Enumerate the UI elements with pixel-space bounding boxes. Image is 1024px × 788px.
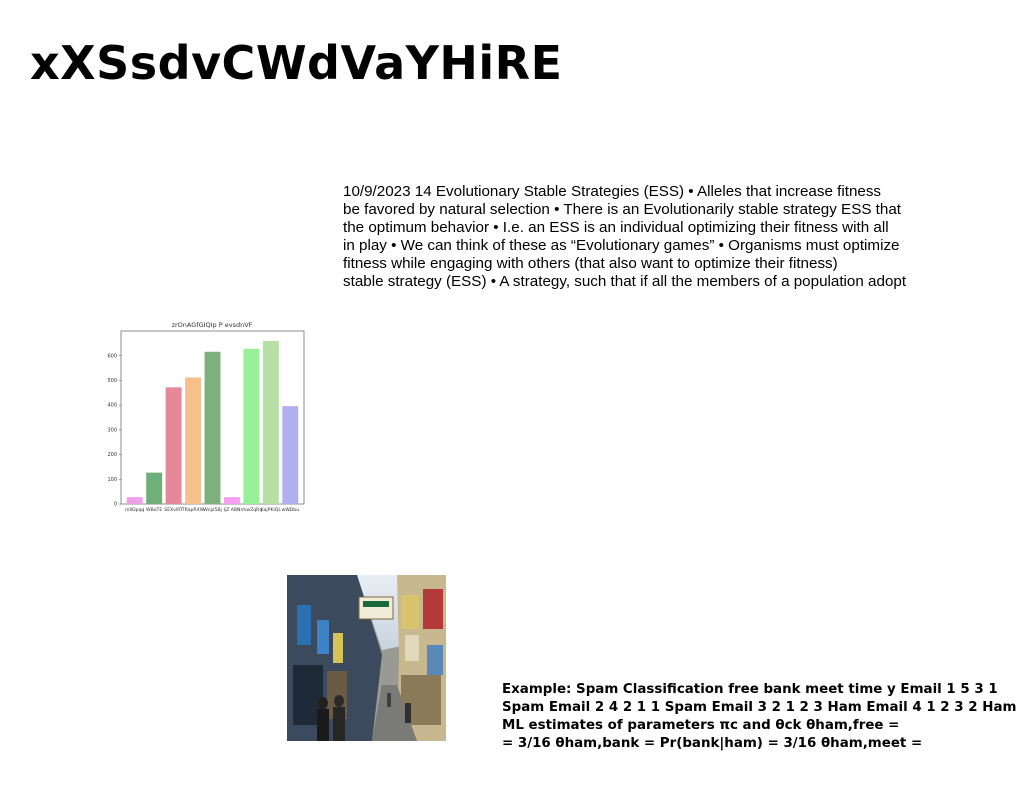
y-tick-label: 500: [107, 378, 117, 384]
spam-example-paragraph: Example: Spam Classification free bank m…: [502, 681, 1022, 753]
y-tick-label: 100: [107, 477, 117, 483]
ess-line: fitness while engaging with others (that…: [343, 255, 838, 272]
ess-line: 10/9/2023 14 Evolutionary Stable Strateg…: [343, 183, 882, 200]
y-tick-label: 0: [114, 502, 117, 508]
spam-line: Spam Email 2 4 2 1 1 Spam Email 3 2 1 2 …: [502, 700, 1017, 715]
x-tick-label: WBoTE: [146, 507, 162, 513]
x-tick-label: SEXvlRT: [164, 507, 183, 513]
ess-line: the optimum behavior • I.e. an ESS is an…: [343, 219, 889, 236]
y-tick-label: 400: [107, 403, 117, 409]
ess-line: in play • We can think of these as “Evol…: [343, 237, 900, 254]
spam-line: ML estimates of parameters πc and θck θh…: [502, 718, 900, 733]
x-tick-label: mIlDpqq: [125, 507, 144, 513]
ess-paragraph: 10/9/2023 14 Evolutionary Stable Strateg…: [343, 183, 943, 291]
bar: [146, 472, 163, 504]
ess-line: be favored by natural selection • There …: [343, 201, 901, 218]
bar: [165, 387, 182, 504]
y-tick-label: 300: [107, 427, 117, 433]
slide-title: xXSsdvCWdVaYHiRE: [30, 36, 563, 90]
bar: [282, 406, 299, 504]
x-tick-label: Wnjz5Bj: [203, 507, 222, 513]
x-tick-label: TRapRXW: [181, 507, 205, 513]
bar: [262, 340, 279, 504]
x-tick-label: nhwZqRq: [241, 507, 263, 513]
bar: [243, 348, 260, 504]
bar: [204, 351, 221, 504]
ess-line: stable strategy (ESS) • A strategy, such…: [343, 273, 907, 290]
bar: [126, 497, 143, 504]
x-tick-label: KajPKiQL: [261, 507, 282, 513]
y-tick-label: 600: [107, 353, 117, 359]
spam-line: = 3/16 θham,bank = Pr(bank|ham) = 3/16 θ…: [502, 736, 923, 751]
x-tick-label: IjZ ABN: [223, 507, 240, 513]
y-tick-label: 200: [107, 452, 117, 458]
street-photo: [287, 575, 446, 741]
bar-chart: zrOnAGfGIQIp P evsdnVF 0 100 200 300 400 500 6…: [107, 321, 305, 513]
bar: [185, 377, 202, 504]
spam-line: Example: Spam Classification free bank m…: [502, 682, 998, 697]
chart-title: zrOnAGfGIQIp P evsdnVF: [172, 321, 253, 329]
chart-marks: 0 100 200 300 400 500 600 mIlDpqq WBoTE SEXvlRTTR…: [107, 330, 305, 513]
street-photo-image: [287, 575, 446, 741]
x-tick-label: wWDbu: [281, 507, 299, 513]
bar: [223, 497, 240, 504]
